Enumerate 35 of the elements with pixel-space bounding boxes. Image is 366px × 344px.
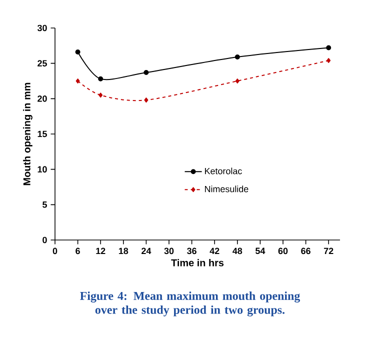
point — [235, 78, 240, 84]
point — [98, 76, 104, 82]
point — [144, 98, 148, 103]
x-axis-title: Time in hrs — [171, 258, 224, 266]
x-tick-label: 42 — [210, 248, 220, 254]
legend-label: Ketorolac — [205, 168, 242, 174]
point — [234, 54, 240, 60]
point — [75, 50, 80, 55]
x-tick-label: 54 — [255, 248, 266, 254]
x-tick-label: 66 — [301, 248, 310, 254]
x-tick-label: 24 — [142, 248, 152, 254]
x-tick-label: 36 — [187, 248, 196, 254]
point — [98, 92, 103, 98]
x-tick-label: 18 — [118, 248, 128, 254]
y-tick-label: 25 — [38, 60, 47, 67]
x-tick-label: 6 — [76, 248, 80, 254]
x-tick-label: 60 — [278, 248, 288, 254]
y-tick-label: 20 — [38, 95, 47, 102]
y-tick-label: 30 — [37, 24, 47, 32]
x-tick-label: 0 — [52, 248, 58, 254]
x-tick-label: 12 — [96, 248, 106, 254]
y-tick-label: 5 — [42, 202, 47, 208]
x-tick-label: 48 — [232, 248, 242, 254]
y-tick-label: 15 — [38, 130, 47, 138]
x-tick-label: 72 — [324, 248, 334, 254]
point — [144, 70, 149, 76]
caption: Figure 4: Mean maximum mouth opening over the study period in two groups. — [80, 292, 300, 316]
x-tick-label: 30 — [164, 248, 174, 254]
point — [326, 45, 332, 50]
point — [76, 78, 80, 84]
point — [326, 58, 331, 64]
legend-label: Nimesulide — [205, 186, 248, 192]
y-tick-label: 10 — [38, 166, 47, 173]
y-axis-title: Mouth opening in mm — [23, 82, 32, 186]
y-tick-label: 0 — [42, 236, 47, 244]
